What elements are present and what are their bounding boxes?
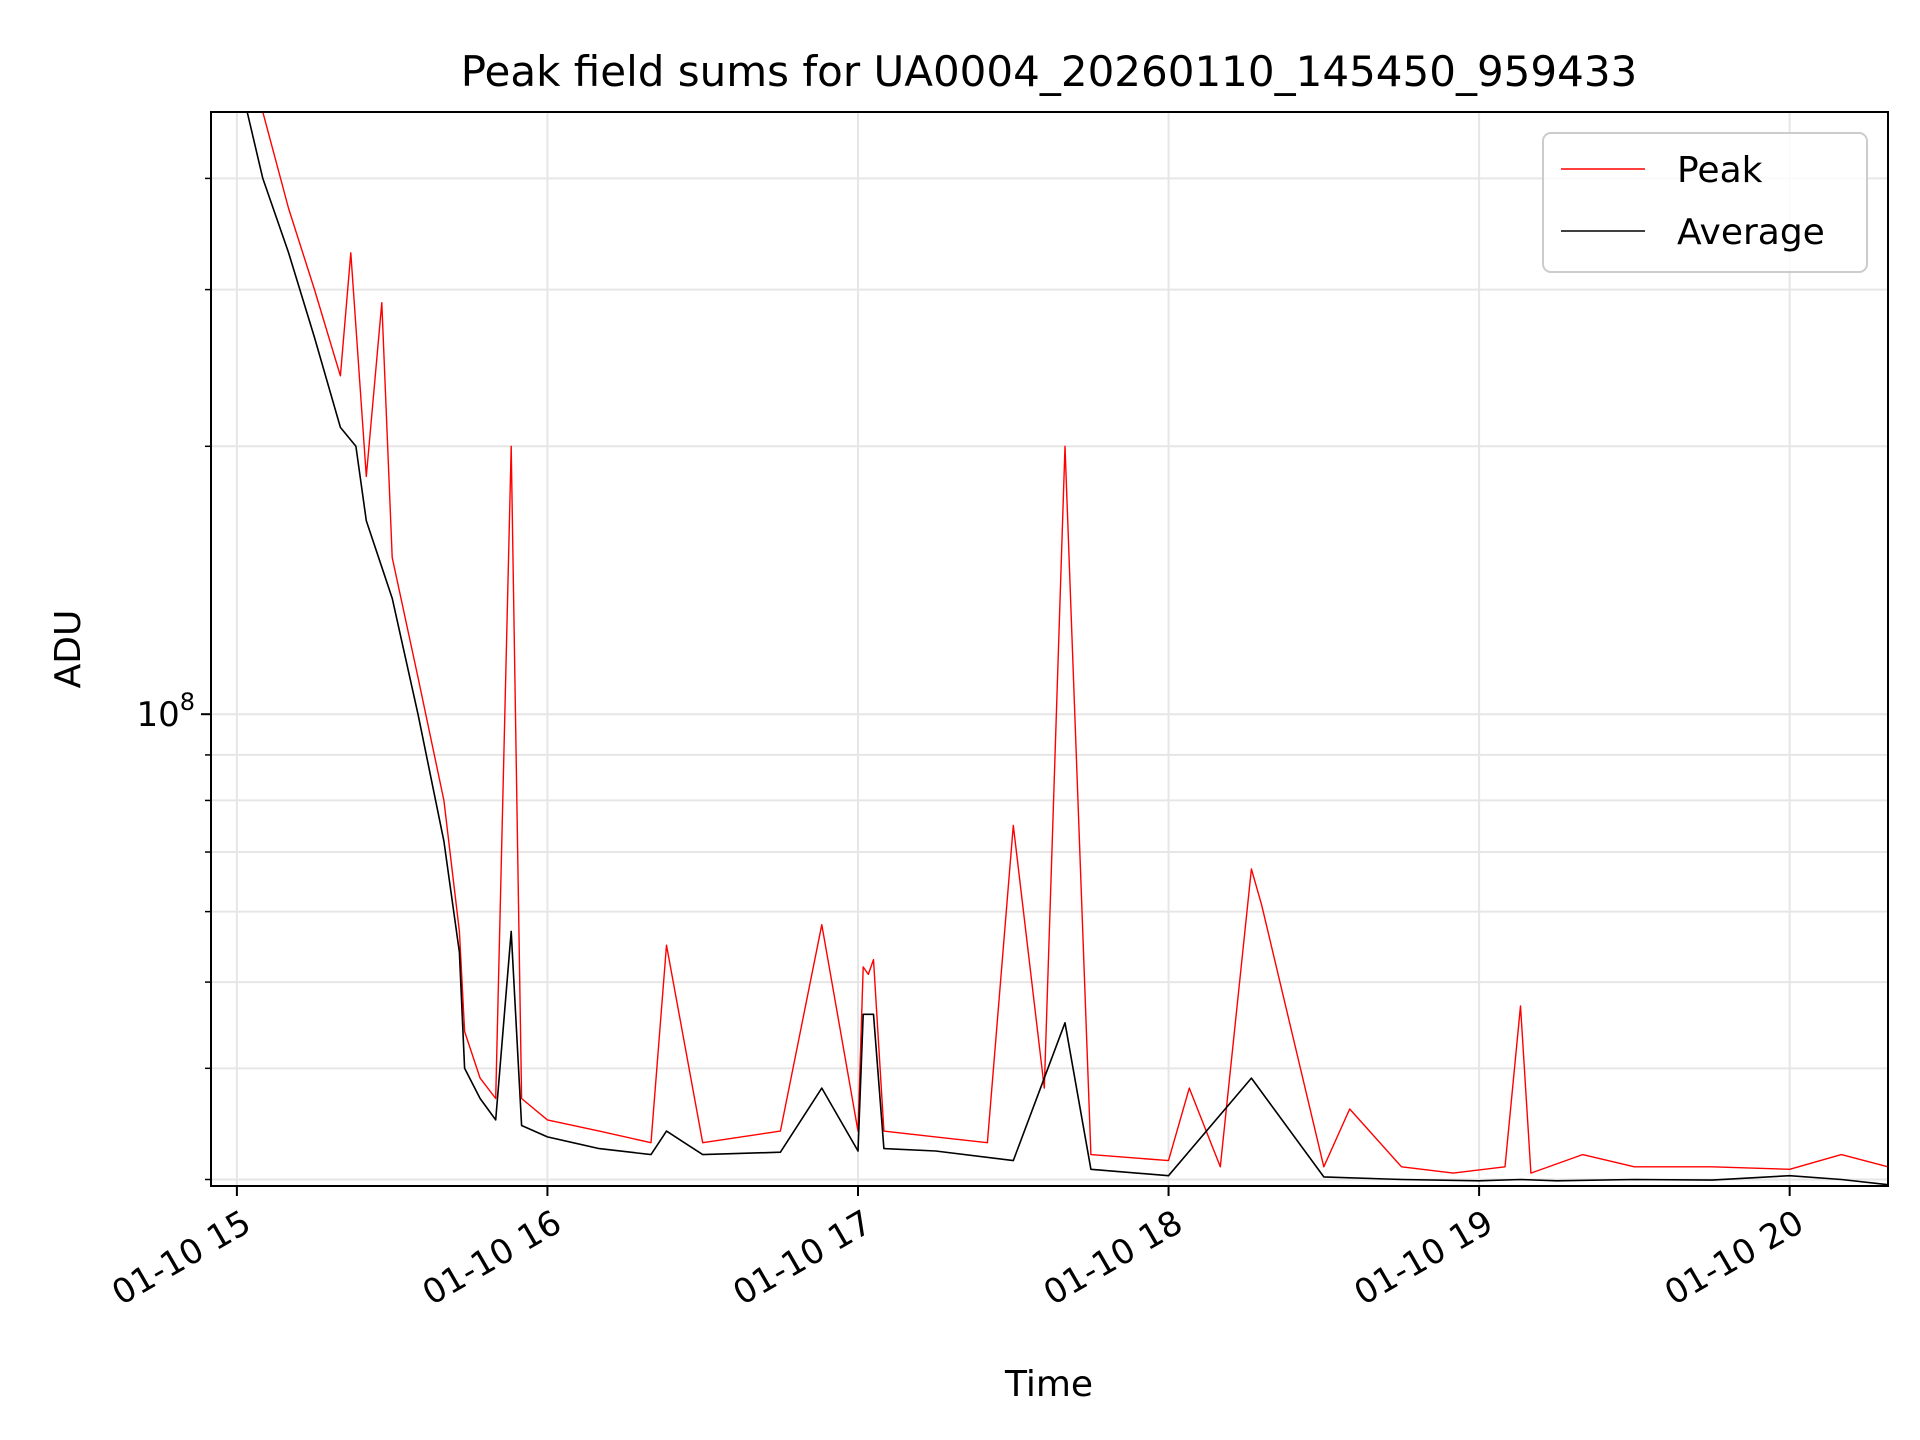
- series-peak-line: [262, 111, 1889, 1174]
- x-tick-label: 01-10 20: [1658, 1203, 1810, 1314]
- plot-frame: [210, 111, 1889, 1187]
- y-axis-label: ADU: [48, 610, 89, 689]
- legend-box: [1542, 132, 1868, 273]
- series-average-line: [231, 111, 1889, 1186]
- x-tick-label: 01-10 16: [416, 1203, 568, 1314]
- legend-peak-label: Peak: [1677, 150, 1763, 191]
- x-tick-label: 01-10 19: [1348, 1203, 1500, 1314]
- x-tick-label: 01-10 15: [105, 1203, 257, 1314]
- x-tick-label: 01-10 18: [1037, 1203, 1189, 1314]
- x-tick-label: 01-10 17: [726, 1203, 878, 1314]
- y-tick-label: 108: [136, 688, 195, 735]
- legend: Peak Average: [1542, 132, 1868, 273]
- series-lines: [231, 111, 1889, 1186]
- axis-ticks: 01-10 15 01-10 16 01-10 17 01-10 18 01-10 19…: [105, 177, 1811, 1314]
- chart-title: Peak field sums for UA0004_20260110_1454…: [461, 47, 1638, 96]
- x-axis-label: Time: [1004, 1364, 1093, 1405]
- grid-lines: [211, 112, 1888, 1186]
- legend-average-label: Average: [1677, 212, 1825, 253]
